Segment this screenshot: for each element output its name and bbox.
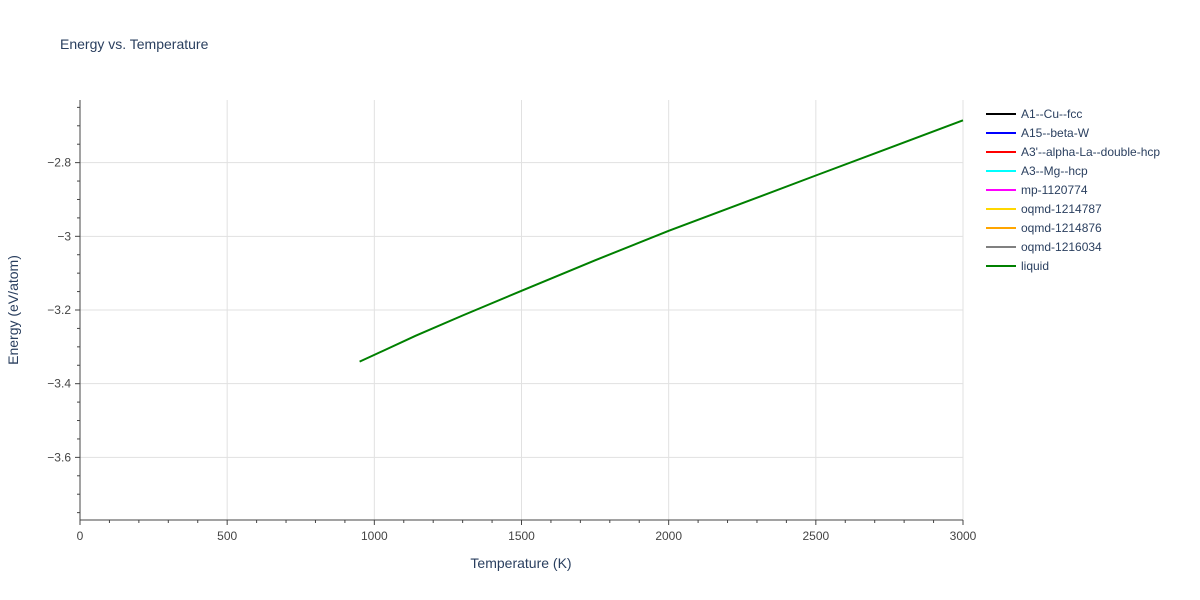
x-tick-label: 1500 bbox=[508, 529, 535, 543]
x-tick-label: 500 bbox=[217, 529, 237, 543]
legend-item-label: A1--Cu--fcc bbox=[1021, 107, 1082, 121]
y-tick-label: −3.6 bbox=[47, 450, 71, 464]
axis-layer: 0 500 1000 1500 2000 2500 3000 −2.8 −3 −3.2 −3.4 −3… bbox=[47, 100, 977, 543]
x-tick-label: 1000 bbox=[361, 529, 388, 543]
y-tick-label: −3.4 bbox=[47, 377, 71, 391]
legend-item-label: oqmd-1214876 bbox=[1021, 221, 1102, 235]
legend-item-label: oqmd-1216034 bbox=[1021, 240, 1102, 254]
legend-item-label: A3'--alpha-La--double-hcp bbox=[1021, 145, 1160, 159]
y-tick-label: −3.2 bbox=[47, 303, 71, 317]
series-line-liquid bbox=[359, 119, 964, 363]
chart-title: Energy vs. Temperature bbox=[60, 36, 209, 52]
grid-layer bbox=[80, 100, 964, 520]
x-tick-label: 2000 bbox=[655, 529, 682, 543]
legend-item-label: mp-1120774 bbox=[1021, 183, 1088, 197]
x-axis-title: Temperature (K) bbox=[470, 555, 571, 571]
series-layer bbox=[359, 119, 964, 363]
y-tick-label: −2.8 bbox=[47, 156, 71, 170]
legend: A1--Cu--fcc A15--beta-W A3'--alpha-La--dou… bbox=[986, 107, 1160, 273]
legend-item-label: oqmd-1214787 bbox=[1021, 202, 1102, 216]
x-tick-label: 3000 bbox=[950, 529, 977, 543]
legend-item-label: A15--beta-W bbox=[1021, 126, 1090, 140]
legend-item-label: liquid bbox=[1021, 259, 1049, 273]
legend-item-label: A3--Mg--hcp bbox=[1021, 164, 1088, 178]
y-tick-label: −3 bbox=[57, 229, 71, 243]
y-axis-title: Energy (eV/atom) bbox=[5, 255, 21, 365]
x-tick-label: 2500 bbox=[802, 529, 829, 543]
x-tick-label: 0 bbox=[77, 529, 84, 543]
